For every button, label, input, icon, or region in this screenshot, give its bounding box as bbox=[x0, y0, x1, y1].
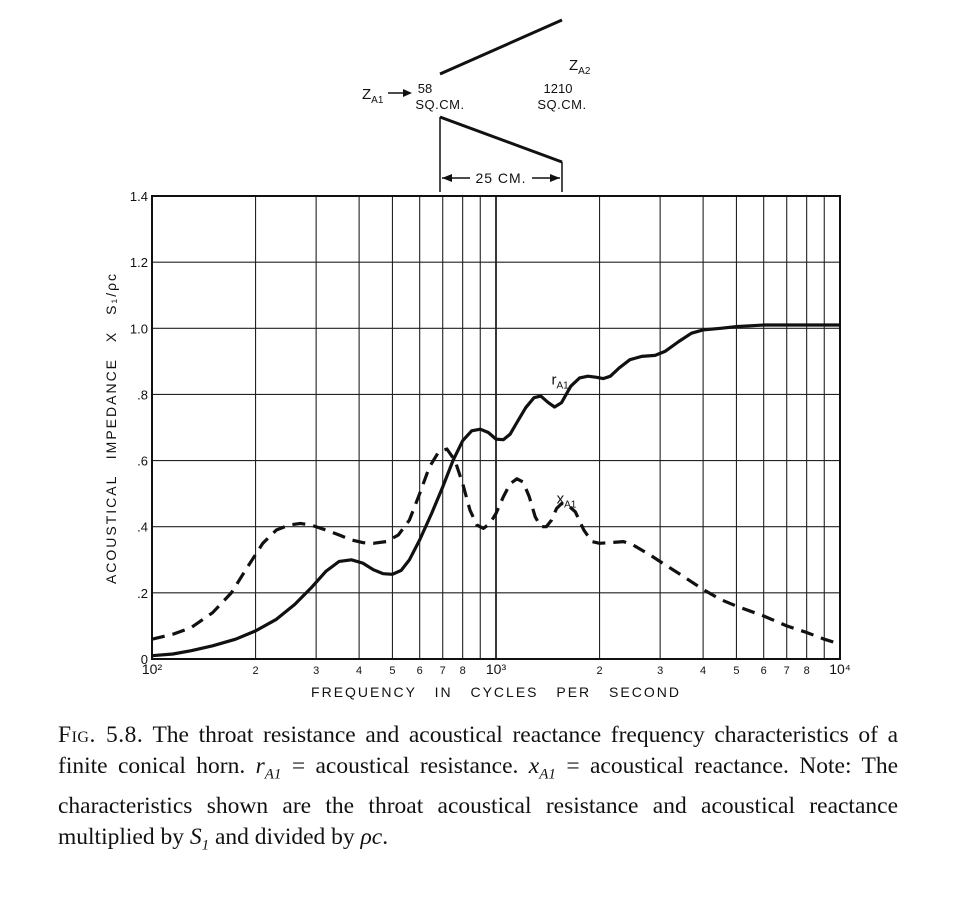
series-labels: rA1 xA1 bbox=[552, 372, 577, 511]
y-tick-label: .6 bbox=[137, 454, 148, 469]
x-tick-label: 5 bbox=[733, 665, 739, 677]
x-tick-label: 7 bbox=[440, 665, 446, 677]
x-tick-label: 10³ bbox=[486, 661, 507, 677]
x-tick-label: 2 bbox=[596, 665, 602, 677]
caption-x-symbol: xA1 bbox=[528, 753, 556, 783]
mouth-area-value: 1210 bbox=[544, 81, 573, 96]
caption-r-symbol: rA1 bbox=[255, 753, 282, 783]
length-label: 25 CM. bbox=[475, 170, 526, 186]
series-label-r-a1: rA1 bbox=[552, 372, 570, 392]
x-tick-label: 2 bbox=[252, 665, 258, 677]
x-tick-label: 10⁴ bbox=[829, 661, 851, 677]
caption-s-symbol: S1 bbox=[189, 823, 210, 854]
y-tick-label: .4 bbox=[137, 520, 148, 535]
y-tick-label: 0 bbox=[141, 652, 148, 667]
caption-text-5: . bbox=[382, 823, 389, 850]
x-tick-label: 6 bbox=[761, 665, 767, 677]
y-tick-label: .8 bbox=[137, 387, 148, 402]
y-tick-label: 1.4 bbox=[130, 189, 148, 204]
x-tick-label: 6 bbox=[417, 665, 423, 677]
x-tick-label: 4 bbox=[700, 665, 706, 677]
chart-plot: 10² 2 3 4 5 6 7 8 10³ 2 3 4 5 6 7 8 10⁴ 0 .2 .4 .6 .8 1.0 1.2 1… bbox=[103, 189, 851, 700]
horn-lower-edge bbox=[439, 115, 563, 164]
caption-text-3: = acoustical reactance. Note: The charac… bbox=[58, 753, 899, 850]
series-label-x-a1: xA1 bbox=[557, 491, 577, 511]
throat-area-unit: SQ.CM. bbox=[415, 97, 464, 112]
throat-area-value: 58 bbox=[418, 81, 432, 96]
series-line-x-a1 bbox=[151, 447, 841, 646]
x-tick-label: 5 bbox=[389, 665, 395, 677]
x-tick-labels: 10² 2 3 4 5 6 7 8 10³ 2 3 4 5 6 7 8 10⁴ bbox=[142, 661, 851, 677]
horn-upper-edge bbox=[439, 18, 563, 76]
y-tick-labels: 0 .2 .4 .6 .8 1.0 1.2 1.4 bbox=[130, 189, 148, 667]
horn-diagram: 25 CM. ZA1 58 SQ.CM. 1210 SQ.CM. ZA2 bbox=[362, 18, 591, 192]
x-tick-label: 8 bbox=[460, 665, 466, 677]
chart-series bbox=[151, 323, 841, 658]
throat-pointer-arrow bbox=[403, 89, 412, 97]
figure: 25 CM. ZA1 58 SQ.CM. 1210 SQ.CM. ZA2 10²… bbox=[103, 18, 851, 700]
mouth-impedance-label: ZA2 bbox=[569, 57, 591, 77]
x-tick-label: 8 bbox=[804, 665, 810, 677]
y-tick-label: 1.2 bbox=[130, 255, 148, 270]
y-tick-label: .2 bbox=[137, 586, 148, 601]
x-tick-label: 3 bbox=[657, 665, 663, 677]
series-line-r-a1 bbox=[151, 323, 840, 658]
x-axis-label: FREQUENCY IN CYCLES PER SECOND bbox=[311, 684, 681, 700]
y-tick-label: 1.0 bbox=[130, 321, 148, 336]
mouth-area-unit: SQ.CM. bbox=[537, 97, 586, 112]
figure-caption: Fig. 5.8. The throat resistance and acou… bbox=[58, 720, 898, 861]
caption-rho-c: ρc bbox=[360, 823, 383, 850]
throat-impedance-label: ZA1 bbox=[362, 86, 384, 106]
caption-text-1: The throat resistance and acoustical rea… bbox=[58, 722, 899, 779]
caption-figure-number: Fig. 5.8. bbox=[58, 722, 144, 748]
caption-text-4: and divided by bbox=[214, 823, 355, 850]
length-arrow-right bbox=[550, 174, 560, 182]
x-tick-label: 10² bbox=[142, 661, 163, 677]
y-axis-label: ACOUSTICAL IMPEDANCE X S₁/ρc bbox=[103, 272, 119, 584]
length-arrow-left bbox=[442, 174, 452, 182]
caption-text-2: = acoustical resistance. bbox=[291, 753, 519, 779]
x-tick-label: 3 bbox=[313, 665, 319, 677]
plot-frame bbox=[151, 195, 841, 660]
chart-grid bbox=[151, 195, 841, 660]
x-tick-label: 7 bbox=[784, 665, 790, 677]
x-tick-label: 4 bbox=[356, 665, 362, 677]
